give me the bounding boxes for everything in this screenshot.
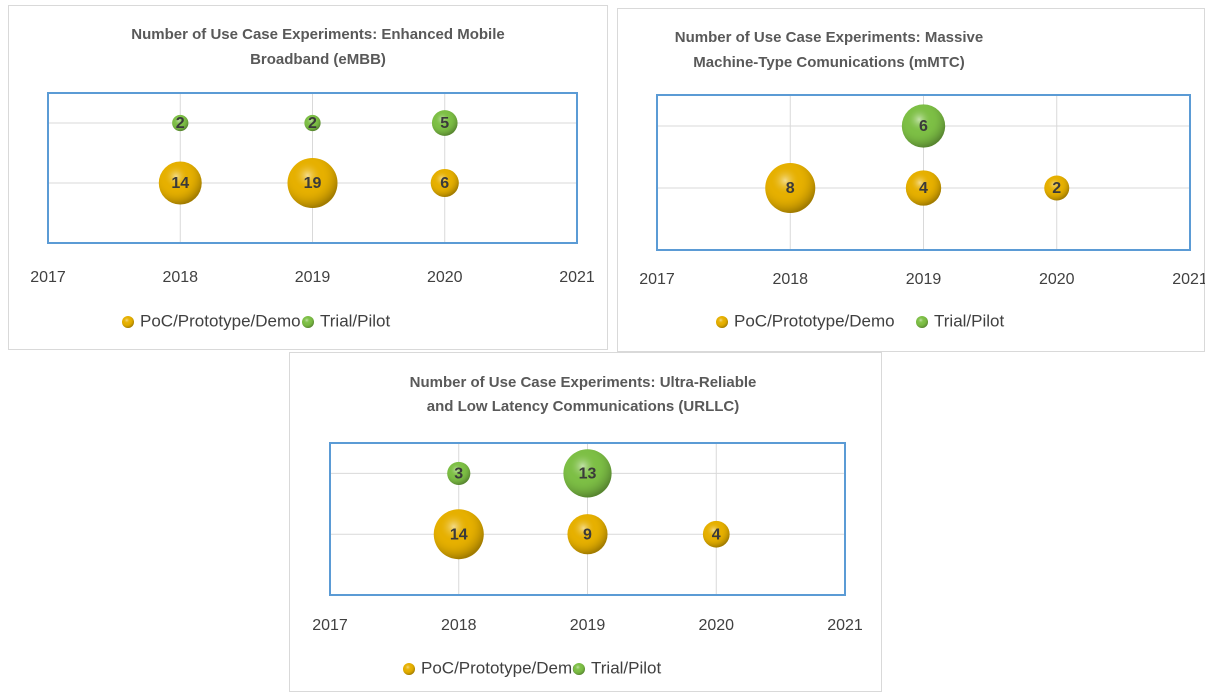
legend-label: Trial/Pilot <box>934 311 1004 330</box>
data-label: 8 <box>786 180 795 197</box>
legend-marker-shade <box>403 663 415 675</box>
bubble-shade <box>1044 175 1070 201</box>
chart-title: and Low Latency Communications (URLLC) <box>427 398 740 415</box>
legend-label: PoC/Prototype/Demo <box>140 311 301 330</box>
x-tick-label: 2021 <box>827 617 863 634</box>
chart: Number of Use Case Experiments: Ultra-Re… <box>289 352 882 692</box>
plot-border <box>656 94 1191 251</box>
bubble-shade <box>765 163 816 213</box>
bubble-shade <box>430 168 459 198</box>
data-label: 6 <box>919 118 928 135</box>
chart-title: Number of Use Case Experiments: Massive <box>675 29 983 46</box>
legend-label: Trial/Pilot <box>591 658 661 677</box>
chart-title: Number of Use Case Experiments: Enhanced… <box>131 26 504 43</box>
x-tick-label: 2017 <box>639 271 675 288</box>
bubble-shade <box>563 449 612 498</box>
x-tick-label: 2017 <box>312 617 348 634</box>
data-label: 2 <box>1052 180 1061 197</box>
chart: Number of Use Case Experiments: Massive M… <box>617 8 1205 352</box>
x-tick-label: 2018 <box>772 271 808 288</box>
bubble-shade <box>287 158 338 208</box>
data-label: 9 <box>583 526 592 543</box>
x-tick-label: 2017 <box>30 269 66 286</box>
data-label: 2 <box>176 115 185 132</box>
data-label: 4 <box>712 526 721 543</box>
legend-marker-shade <box>573 663 585 675</box>
chart-title: Broadband (eMBB) <box>250 51 386 68</box>
plot-border <box>47 92 578 244</box>
legend-marker-shade <box>122 316 134 328</box>
chart-title: Machine-Type Comunications (mMTC) <box>693 54 964 71</box>
legend-marker-shade <box>302 316 314 328</box>
x-tick-label: 2021 <box>559 269 595 286</box>
chart: Number of Use Case Experiments: Enhanced… <box>8 5 608 350</box>
data-label: 14 <box>450 526 468 543</box>
x-tick-label: 2020 <box>698 617 734 634</box>
bubble-shade <box>702 520 730 548</box>
legend-label: PoC/Prototype/Demo <box>734 311 895 330</box>
chart-title: Number of Use Case Experiments: Ultra-Re… <box>410 374 757 391</box>
legend-marker-shade <box>716 316 728 328</box>
data-label: 14 <box>171 175 189 192</box>
data-label: 19 <box>304 175 322 192</box>
x-tick-label: 2021 <box>1172 271 1205 288</box>
bubble-shade <box>567 514 608 555</box>
x-tick-label: 2019 <box>295 269 331 286</box>
x-tick-label: 2018 <box>162 269 198 286</box>
bubble-shade <box>172 114 189 132</box>
x-tick-label: 2019 <box>570 617 606 634</box>
bubble-shade <box>158 161 202 205</box>
data-label: 6 <box>440 175 449 192</box>
bubble-shade <box>905 170 942 206</box>
bubble-shade <box>447 461 471 485</box>
x-tick-label: 2018 <box>441 617 477 634</box>
data-label: 3 <box>454 466 463 483</box>
x-tick-label: 2020 <box>1039 271 1075 288</box>
x-tick-label: 2019 <box>906 271 942 288</box>
legend-label: PoC/Prototype/Demo <box>421 658 582 677</box>
bubble-shade <box>304 114 321 132</box>
plot-border <box>329 442 846 596</box>
bubble-shade <box>433 509 484 560</box>
data-label: 13 <box>579 466 597 483</box>
data-label: 4 <box>919 180 928 197</box>
legend-marker-shade <box>916 316 928 328</box>
data-label: 5 <box>440 115 449 132</box>
data-label: 2 <box>308 115 317 132</box>
x-tick-label: 2020 <box>427 269 463 286</box>
bubble-shade <box>431 110 458 136</box>
legend-label: Trial/Pilot <box>320 311 390 330</box>
bubble-shade <box>901 104 946 148</box>
